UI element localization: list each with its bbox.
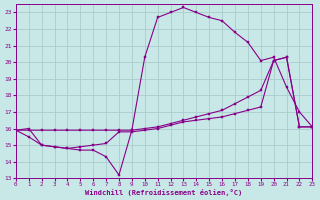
X-axis label: Windchill (Refroidissement éolien,°C): Windchill (Refroidissement éolien,°C) [85, 189, 243, 196]
